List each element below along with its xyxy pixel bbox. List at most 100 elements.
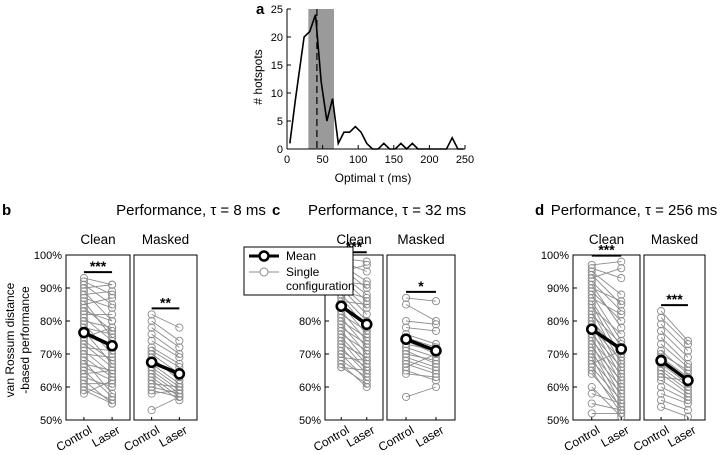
- panel-d-letter: d: [535, 202, 544, 219]
- config-marker-laser: [108, 376, 117, 385]
- config-line: [83, 346, 113, 352]
- panel-d-title: Performance, τ = 256 ms: [551, 202, 717, 219]
- config-line: [83, 386, 113, 401]
- config-marker-laser: [617, 316, 626, 326]
- config-marker-laser: [683, 353, 692, 362]
- config-line: [341, 343, 367, 358]
- config-marker-control: [79, 366, 88, 375]
- config-marker-laser: [431, 326, 441, 335]
- config-line: [405, 356, 437, 368]
- config-marker-laser: [362, 379, 371, 388]
- xtick-label: Laser: [599, 423, 632, 450]
- config-marker-control: [147, 323, 156, 332]
- config-marker-control: [657, 340, 666, 349]
- config-marker-laser: [617, 382, 626, 392]
- config-line: [660, 386, 689, 401]
- config-line: [660, 353, 689, 371]
- config-line: [660, 399, 689, 411]
- config-marker-laser: [175, 349, 184, 359]
- config-marker-laser: [175, 323, 184, 332]
- ytick-label: 70%: [547, 349, 569, 361]
- xtick-label: Control: [121, 423, 162, 454]
- config-marker-control: [79, 386, 88, 395]
- config-marker-laser: [362, 277, 371, 286]
- config-marker-control: [401, 369, 411, 378]
- config-line: [660, 317, 689, 345]
- config-marker-laser: [362, 300, 371, 309]
- config-marker-laser: [617, 310, 626, 319]
- ytick-label: 50%: [299, 415, 321, 427]
- config-marker-laser: [617, 264, 626, 273]
- config-line: [83, 284, 113, 289]
- config-line: [151, 327, 180, 348]
- axes-box: [643, 254, 706, 421]
- condition-label: Clean: [80, 232, 115, 247]
- config-marker-control: [657, 326, 666, 335]
- config-marker-control: [79, 389, 88, 398]
- panel-b-letter: b: [2, 202, 11, 219]
- config-marker-laser: [362, 310, 371, 319]
- xtick-label: Laser: [413, 423, 446, 450]
- axes-box: [133, 254, 198, 421]
- panel-a-ytick-label: 10: [271, 88, 283, 100]
- config-marker-laser: [617, 356, 626, 365]
- config-line: [660, 310, 689, 342]
- config-marker-laser: [431, 382, 441, 392]
- significance-stars: ***: [666, 291, 683, 307]
- panel-b: Clean***ControlLaser50%60%70%80%90%100%M…: [34, 232, 198, 454]
- panel-d: Clean***ControlLaser50%60%70%80%90%100%M…: [541, 232, 706, 454]
- config-line: [660, 406, 689, 418]
- config-marker-control: [147, 310, 156, 319]
- config-marker-control: [79, 287, 88, 296]
- config-marker-control: [147, 316, 156, 326]
- config-line: [83, 376, 113, 388]
- xtick-label: Control: [54, 423, 95, 454]
- config-marker-laser: [108, 399, 117, 408]
- mean-marker-laser: [615, 343, 628, 355]
- config-marker-laser: [617, 396, 626, 405]
- config-line: [405, 353, 437, 362]
- config-marker-laser: [683, 396, 692, 405]
- config-line: [151, 389, 180, 398]
- config-marker-control: [657, 376, 666, 385]
- config-marker-laser: [683, 340, 692, 349]
- config-marker-laser: [362, 356, 371, 365]
- config-marker-control: [147, 389, 156, 398]
- config-line: [83, 389, 113, 404]
- config-line: [591, 360, 622, 394]
- panel-c-title: Performance, τ = 32 ms: [308, 202, 466, 219]
- config-marker-control: [79, 297, 88, 306]
- mean-marker-laser: [360, 318, 373, 331]
- panel-a-ytick-label: 20: [271, 32, 283, 44]
- config-line: [660, 373, 689, 394]
- config-marker-laser: [108, 366, 117, 375]
- config-marker-laser: [683, 392, 692, 401]
- config-marker-laser: [431, 320, 441, 329]
- config-line: [151, 340, 180, 358]
- config-line: [83, 307, 113, 332]
- config-line: [591, 373, 622, 408]
- config-line: [340, 366, 368, 385]
- config-marker-laser: [175, 379, 184, 388]
- config-line: [591, 386, 622, 418]
- panel-c-letter: c: [272, 202, 280, 219]
- panel-a-xtick-label: 250: [456, 154, 474, 166]
- config-line: [340, 320, 368, 338]
- config-line: [83, 297, 113, 305]
- config-line: [660, 370, 689, 391]
- config-marker-laser: [617, 389, 626, 398]
- config-line: [151, 333, 180, 355]
- config-line: [151, 373, 180, 394]
- config-marker-laser: [108, 303, 117, 312]
- performance-ylabel-line1: van Rossum distance: [3, 282, 17, 397]
- config-line: [83, 379, 113, 395]
- config-line: [340, 353, 368, 381]
- xtick-label: Control: [376, 423, 417, 454]
- config-line: [151, 386, 180, 395]
- panel-a-xtick-label: 200: [420, 154, 438, 166]
- config-marker-control: [657, 320, 666, 329]
- config-line: [83, 366, 113, 381]
